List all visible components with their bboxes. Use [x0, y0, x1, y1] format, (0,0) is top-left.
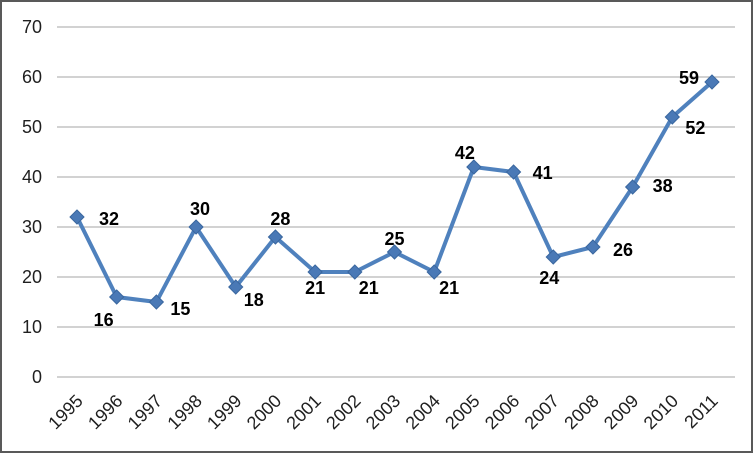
- data-point-label: 32: [99, 209, 119, 229]
- x-tick-label: 2008: [560, 391, 602, 433]
- x-tick-label: 1995: [44, 391, 86, 433]
- data-point-marker: [386, 244, 403, 260]
- y-tick-label: 0: [32, 367, 42, 387]
- data-point-label: 24: [539, 268, 559, 288]
- data-point-label: 21: [439, 278, 459, 298]
- data-point-label: 52: [685, 118, 705, 138]
- y-tick-label: 60: [22, 67, 42, 87]
- data-point-label: 21: [359, 278, 379, 298]
- x-tick-label: 2003: [362, 391, 404, 433]
- x-tick-label: 2001: [282, 391, 324, 433]
- data-point-marker: [347, 264, 363, 280]
- x-tick-label: 2000: [243, 391, 285, 433]
- data-point-label: 41: [533, 163, 553, 183]
- x-tick-label: 2009: [600, 391, 642, 433]
- y-tick-label: 10: [22, 317, 42, 337]
- x-tick-label: 2004: [402, 391, 444, 433]
- data-point-label: 38: [653, 176, 673, 196]
- x-tick-label: 1998: [163, 391, 205, 433]
- data-point-marker: [307, 264, 323, 280]
- data-point-label: 42: [455, 143, 475, 163]
- data-point-marker: [267, 229, 284, 245]
- y-tick-label: 40: [22, 167, 42, 187]
- data-point-label: 16: [94, 310, 114, 330]
- data-point-marker: [466, 159, 482, 175]
- x-tick-label: 2006: [481, 391, 523, 433]
- data-point-marker: [664, 109, 681, 125]
- data-point-label: 59: [679, 68, 699, 88]
- data-point-label: 18: [244, 290, 264, 310]
- x-tick-label: 1999: [203, 391, 245, 433]
- x-tick-label: 1997: [124, 391, 166, 433]
- data-point-label: 28: [270, 209, 290, 229]
- data-point-label: 21: [305, 278, 325, 298]
- data-point-marker: [228, 279, 244, 295]
- data-series: [75, 80, 714, 304]
- data-point-marker: [426, 264, 442, 280]
- data-point-marker: [505, 164, 522, 180]
- y-tick-label: 30: [22, 217, 42, 237]
- data-point-label: 30: [190, 199, 210, 219]
- x-tick-label: 2010: [640, 391, 682, 433]
- data-point-marker: [188, 219, 204, 235]
- x-tick-label: 2011: [680, 391, 722, 433]
- y-axis-labels: 0 10 20 30 40 50 60 70: [22, 17, 42, 387]
- gridlines: [57, 26, 735, 378]
- data-point-label: 15: [170, 299, 190, 319]
- data-point-marker: [704, 74, 720, 90]
- y-tick-label: 70: [22, 17, 42, 37]
- data-point-marker: [624, 179, 641, 195]
- data-point-label: 25: [384, 229, 404, 249]
- y-tick-label: 20: [22, 267, 42, 287]
- data-point-marker: [69, 209, 85, 225]
- data-point-label: 26: [613, 240, 633, 260]
- data-point-marker: [108, 289, 125, 305]
- data-point-labels: 32 16 15 30 18 28 21 21 25 21 42 41 24 26 38 52 59: [94, 68, 706, 330]
- data-point-marker: [585, 239, 601, 255]
- data-point-marker: [545, 249, 561, 265]
- x-tick-label: 2007: [521, 391, 563, 433]
- data-point-markers: [69, 74, 720, 310]
- x-tick-label: 2005: [441, 391, 483, 433]
- x-axis-labels: 1995199619971998199920002001200220032004…: [44, 391, 721, 433]
- x-tick-label: 1996: [84, 391, 126, 433]
- data-point-marker: [148, 294, 165, 310]
- y-tick-label: 50: [22, 117, 42, 137]
- x-tick-label: 2002: [322, 391, 364, 433]
- series-line: [75, 80, 714, 304]
